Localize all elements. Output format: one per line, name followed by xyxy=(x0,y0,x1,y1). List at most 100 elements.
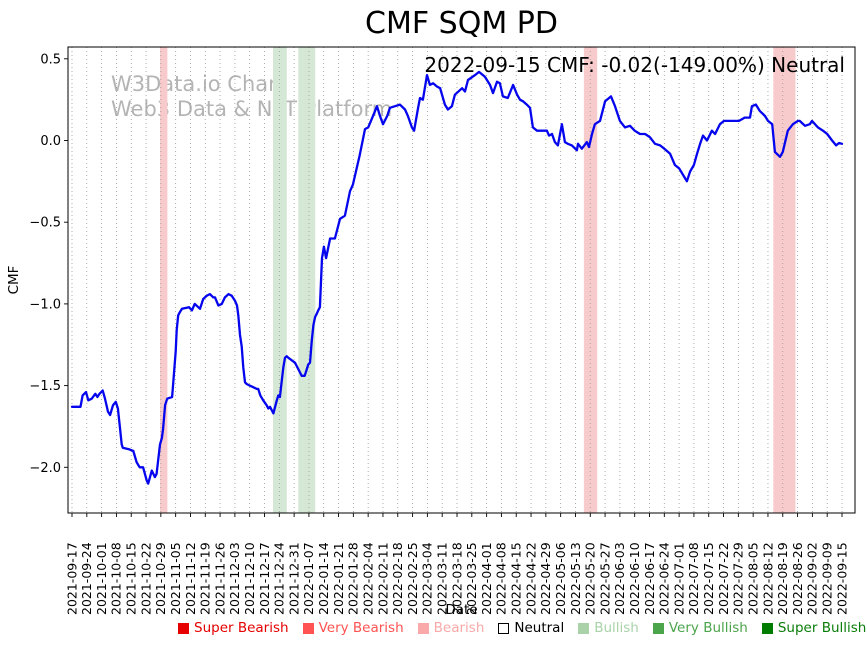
y-axis-ticks xyxy=(64,58,68,468)
x-tick-label: 2022-01-07 xyxy=(301,542,316,615)
x-tick-label: 2022-06-17 xyxy=(642,542,657,615)
x-tick-label: 2021-12-24 xyxy=(272,542,287,615)
x-tick-label: 2022-09-09 xyxy=(819,542,834,615)
plot-line-series xyxy=(70,70,844,485)
x-tick-label: 2022-06-24 xyxy=(657,542,672,615)
annotation-latest-value: 2022-09-15 CMF: -0.02(-149.00%) Neutral xyxy=(424,53,845,77)
x-tick-label: 2022-04-01 xyxy=(479,542,494,615)
x-tick-label: 2022-03-25 xyxy=(464,542,479,615)
x-tick-label: 2022-05-13 xyxy=(568,542,583,615)
x-tick-label: 2021-10-22 xyxy=(138,542,153,615)
legend-swatch xyxy=(578,622,590,634)
x-tick-label: 2022-08-26 xyxy=(790,542,805,615)
x-tick-label: 2022-02-18 xyxy=(390,542,405,615)
x-tick-label: 2022-07-08 xyxy=(686,542,701,615)
x-tick-label: 2022-08-12 xyxy=(760,542,775,615)
x-tick-label: 2022-01-14 xyxy=(316,542,331,615)
signal-band-bearish xyxy=(773,47,796,513)
y-tick-label: −1.0 xyxy=(29,297,61,312)
legend-item-very-bearish: Very Bearish xyxy=(302,620,404,636)
x-tick-label: 2022-03-04 xyxy=(420,542,435,615)
legend-label: Neutral xyxy=(514,620,565,636)
x-axis-title: Date xyxy=(445,602,478,618)
watermark: W3Data.io Chart Web3 Data & NFT Platform xyxy=(111,72,392,122)
signal-band-bullish xyxy=(298,47,316,513)
x-tick-label: 2022-08-05 xyxy=(745,542,760,615)
x-tick-label: 2022-04-08 xyxy=(494,542,509,615)
x-tick-label: 2022-02-04 xyxy=(360,542,375,615)
watermark-line2: Web3 Data & NFT Platform xyxy=(111,97,393,121)
watermark-line1: W3Data.io Chart xyxy=(111,72,286,96)
signal-band-bearish xyxy=(160,47,168,513)
x-tick-label: 2022-04-22 xyxy=(523,542,538,615)
x-tick-label: 2022-05-20 xyxy=(583,542,598,615)
legend-swatch xyxy=(302,622,314,634)
x-tick-label: 2022-08-19 xyxy=(775,542,790,615)
x-tick-label: 2021-11-26 xyxy=(212,542,227,615)
plot-gridlines xyxy=(71,47,843,513)
x-tick-label: 2021-10-15 xyxy=(124,542,139,615)
y-tick-labels: 0.5 0.0 −0.5 −1.0 −1.5 −2.0 xyxy=(29,52,61,476)
x-tick-label: 2022-04-29 xyxy=(538,542,553,615)
legend-swatch xyxy=(761,622,773,634)
legend-swatch xyxy=(498,622,510,634)
plot-bands xyxy=(160,47,796,513)
x-tick-label: 2022-05-06 xyxy=(553,542,568,615)
x-tick-label: 2022-06-10 xyxy=(627,542,642,615)
legend-label: Very Bearish xyxy=(318,620,404,636)
legend-item-super-bearish: Super Bearish xyxy=(178,620,289,636)
y-tick-label: −1.5 xyxy=(29,379,61,394)
x-tick-label: 2022-07-22 xyxy=(716,542,731,615)
x-tick-label: 2022-05-27 xyxy=(597,542,612,615)
legend-item-very-bullish: Very Bullish xyxy=(652,620,748,636)
x-tick-label: 2021-09-24 xyxy=(79,542,94,615)
x-tick-label: 2022-09-02 xyxy=(805,542,820,615)
legend-swatch xyxy=(652,622,664,634)
legend-label: Very Bullish xyxy=(668,620,748,636)
x-tick-label: 2022-04-15 xyxy=(509,542,524,615)
legend-label: Super Bullish xyxy=(777,620,867,636)
x-tick-label: 2021-12-03 xyxy=(227,542,242,615)
x-tick-label: 2022-02-11 xyxy=(375,542,390,615)
page-title: CMF SQM PD xyxy=(365,6,558,41)
x-tick-label: 2021-11-12 xyxy=(183,542,198,615)
x-tick-label: 2022-06-03 xyxy=(612,542,627,615)
x-tick-label: 2022-03-11 xyxy=(434,542,449,615)
y-tick-label: −0.5 xyxy=(29,216,61,231)
y-tick-label: −2.0 xyxy=(29,461,61,476)
plot-border xyxy=(67,46,856,514)
legend-swatch xyxy=(178,622,189,634)
legend-item-neutral: Neutral xyxy=(498,620,564,636)
y-tick-label: 0.0 xyxy=(40,134,61,149)
y-axis-title: CMF xyxy=(6,265,22,295)
legend-item-bullish: Bullish xyxy=(578,620,639,636)
x-tick-label: 2021-12-10 xyxy=(242,542,257,615)
x-tick-label: 2022-07-01 xyxy=(671,542,686,615)
x-tick-label: 2021-10-29 xyxy=(153,542,168,615)
x-tick-label: 2022-01-28 xyxy=(346,542,361,615)
x-tick-label: 2021-11-05 xyxy=(168,542,183,615)
x-axis-ticks xyxy=(71,513,843,517)
legend-item-bearish: Bearish xyxy=(417,620,485,636)
x-tick-label: 2021-12-17 xyxy=(257,542,272,615)
x-tick-label: 2021-10-01 xyxy=(94,542,109,615)
x-tick-label: 2021-10-08 xyxy=(109,542,124,615)
x-tick-label: 2022-07-29 xyxy=(731,542,746,615)
x-tick-label: 2022-09-15 xyxy=(834,542,849,615)
x-tick-label: 2022-03-18 xyxy=(449,542,464,615)
x-tick-label: 2022-02-25 xyxy=(405,542,420,615)
x-tick-label: 2022-07-15 xyxy=(701,542,716,615)
legend-swatch xyxy=(417,622,429,634)
legend-label: Bullish xyxy=(594,620,639,636)
legend-label: Super Bearish xyxy=(194,620,289,636)
x-tick-label: 2021-11-19 xyxy=(198,542,213,615)
x-tick-label: 2021-09-17 xyxy=(64,542,79,615)
legend-item-super-bullish: Super Bullish xyxy=(761,620,867,636)
signal-band-bullish xyxy=(273,47,287,513)
y-tick-label: 0.5 xyxy=(40,52,61,67)
legend: Super Bearish Very Bearish Bearish Neutral B… xyxy=(178,620,866,636)
legend-label: Bearish xyxy=(433,620,485,636)
x-tick-label: 2021-12-31 xyxy=(286,542,301,615)
